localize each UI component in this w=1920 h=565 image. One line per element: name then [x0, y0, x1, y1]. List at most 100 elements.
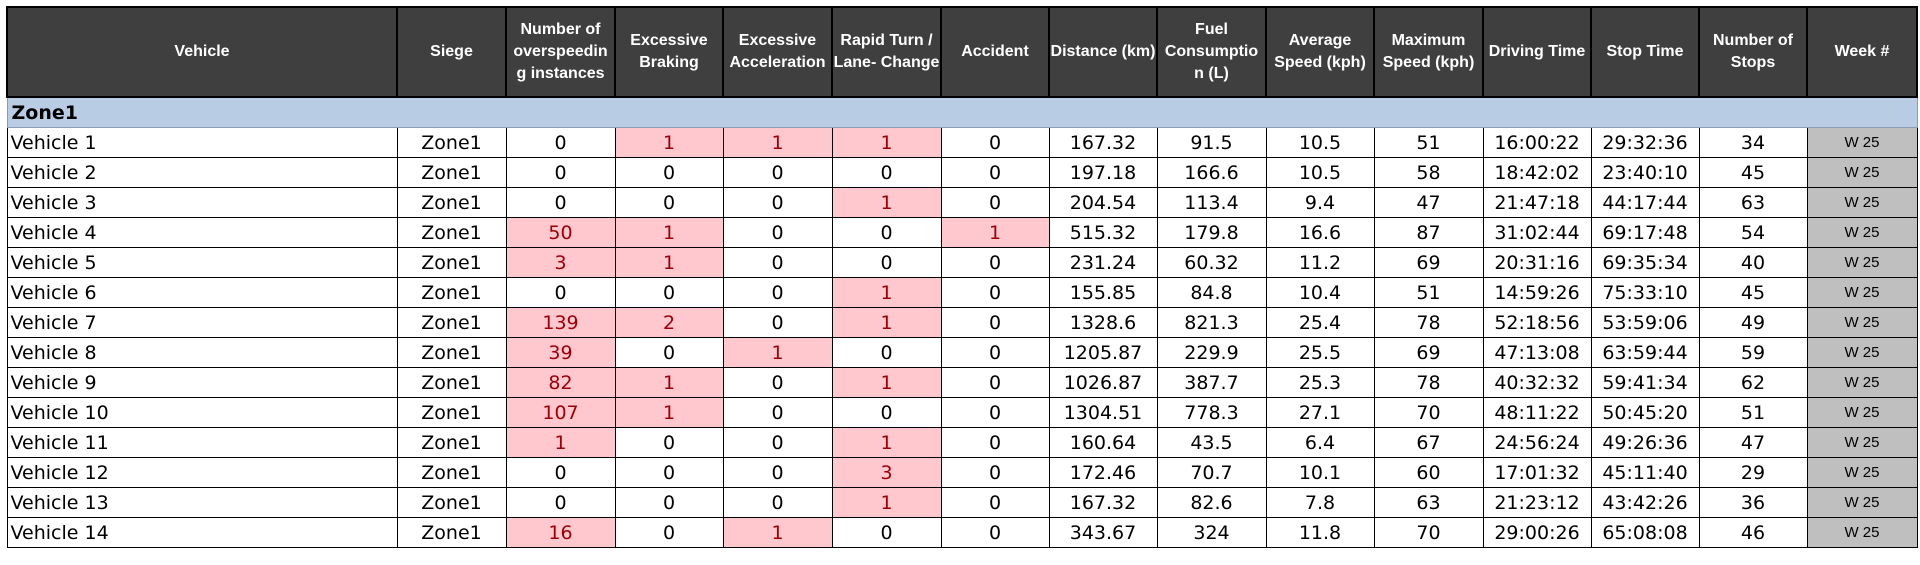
cell-stops[interactable]: 59 [1698, 337, 1808, 368]
cell-braking[interactable]: 0 [614, 427, 724, 458]
cell-overspeeding[interactable]: 0 [505, 487, 616, 518]
cell-avg-speed[interactable]: 25.5 [1265, 337, 1375, 368]
cell-braking[interactable]: 2 [614, 307, 724, 338]
cell-avg-speed[interactable]: 11.2 [1265, 247, 1375, 278]
cell-braking[interactable]: 1 [614, 247, 724, 278]
cell-rapid-turn[interactable]: 1 [831, 427, 942, 458]
cell-overspeeding[interactable]: 3 [505, 247, 616, 278]
cell-stops[interactable]: 54 [1698, 217, 1808, 248]
header-siege[interactable]: Siege [396, 6, 507, 98]
cell-avg-speed[interactable]: 25.3 [1265, 367, 1375, 398]
cell-fuel[interactable]: 229.9 [1156, 337, 1267, 368]
cell-accident[interactable]: 0 [940, 397, 1050, 428]
cell-overspeeding[interactable]: 107 [505, 397, 616, 428]
cell-stops[interactable]: 40 [1698, 247, 1808, 278]
cell-acceleration[interactable]: 0 [722, 217, 833, 248]
cell-acceleration[interactable]: 0 [722, 187, 833, 218]
cell-overspeeding[interactable]: 0 [505, 457, 616, 488]
cell-accident[interactable]: 0 [940, 247, 1050, 278]
cell-avg-speed[interactable]: 10.5 [1265, 157, 1375, 188]
cell-stop-time[interactable]: 44:17:44 [1590, 187, 1700, 218]
cell-stop-time[interactable]: 75:33:10 [1590, 277, 1700, 308]
cell-stops[interactable]: 62 [1698, 367, 1808, 398]
cell-distance[interactable]: 204.54 [1048, 187, 1158, 218]
cell-distance[interactable]: 1304.51 [1048, 397, 1158, 428]
zone-label[interactable]: Zone1 [6, 96, 1918, 128]
cell-fuel[interactable]: 84.8 [1156, 277, 1267, 308]
cell-driving-time[interactable]: 18:42:02 [1482, 157, 1592, 188]
header-distance[interactable]: Distance (km) [1048, 6, 1158, 98]
cell-stops[interactable]: 46 [1698, 517, 1808, 548]
cell-week[interactable]: W 25 [1806, 487, 1918, 518]
cell-fuel[interactable]: 324 [1156, 517, 1267, 548]
cell-acceleration[interactable]: 1 [722, 127, 833, 158]
cell-vehicle[interactable]: Vehicle 14 [6, 517, 398, 548]
cell-rapid-turn[interactable]: 0 [831, 157, 942, 188]
cell-accident[interactable]: 0 [940, 307, 1050, 338]
cell-stops[interactable]: 47 [1698, 427, 1808, 458]
cell-fuel[interactable]: 778.3 [1156, 397, 1267, 428]
cell-siege[interactable]: Zone1 [396, 337, 507, 368]
cell-week[interactable]: W 25 [1806, 337, 1918, 368]
cell-stops[interactable]: 63 [1698, 187, 1808, 218]
cell-vehicle[interactable]: Vehicle 11 [6, 427, 398, 458]
cell-avg-speed[interactable]: 6.4 [1265, 427, 1375, 458]
cell-stops[interactable]: 34 [1698, 127, 1808, 158]
cell-max-speed[interactable]: 51 [1373, 127, 1484, 158]
header-accident[interactable]: Accident [940, 6, 1050, 98]
cell-stop-time[interactable]: 69:17:48 [1590, 217, 1700, 248]
cell-overspeeding[interactable]: 0 [505, 127, 616, 158]
cell-max-speed[interactable]: 69 [1373, 337, 1484, 368]
header-max-speed[interactable]: Maximum Speed (kph) [1373, 6, 1484, 98]
cell-stop-time[interactable]: 45:11:40 [1590, 457, 1700, 488]
cell-vehicle[interactable]: Vehicle 9 [6, 367, 398, 398]
cell-week[interactable]: W 25 [1806, 127, 1918, 158]
cell-stops[interactable]: 49 [1698, 307, 1808, 338]
cell-max-speed[interactable]: 70 [1373, 397, 1484, 428]
cell-avg-speed[interactable]: 7.8 [1265, 487, 1375, 518]
cell-overspeeding[interactable]: 0 [505, 187, 616, 218]
cell-stop-time[interactable]: 65:08:08 [1590, 517, 1700, 548]
cell-week[interactable]: W 25 [1806, 457, 1918, 488]
cell-rapid-turn[interactable]: 3 [831, 457, 942, 488]
cell-fuel[interactable]: 60.32 [1156, 247, 1267, 278]
cell-distance[interactable]: 197.18 [1048, 157, 1158, 188]
cell-week[interactable]: W 25 [1806, 367, 1918, 398]
cell-siege[interactable]: Zone1 [396, 397, 507, 428]
cell-accident[interactable]: 0 [940, 277, 1050, 308]
cell-braking[interactable]: 0 [614, 277, 724, 308]
cell-acceleration[interactable]: 0 [722, 247, 833, 278]
cell-distance[interactable]: 1026.87 [1048, 367, 1158, 398]
cell-fuel[interactable]: 70.7 [1156, 457, 1267, 488]
cell-distance[interactable]: 167.32 [1048, 127, 1158, 158]
cell-accident[interactable]: 0 [940, 127, 1050, 158]
cell-max-speed[interactable]: 69 [1373, 247, 1484, 278]
cell-siege[interactable]: Zone1 [396, 277, 507, 308]
cell-max-speed[interactable]: 67 [1373, 427, 1484, 458]
header-overspeeding[interactable]: Number of overspeedin g instances [505, 6, 616, 98]
cell-driving-time[interactable]: 48:11:22 [1482, 397, 1592, 428]
cell-accident[interactable]: 0 [940, 487, 1050, 518]
cell-distance[interactable]: 231.24 [1048, 247, 1158, 278]
cell-avg-speed[interactable]: 10.1 [1265, 457, 1375, 488]
cell-distance[interactable]: 172.46 [1048, 457, 1158, 488]
cell-siege[interactable]: Zone1 [396, 247, 507, 278]
cell-vehicle[interactable]: Vehicle 13 [6, 487, 398, 518]
cell-vehicle[interactable]: Vehicle 8 [6, 337, 398, 368]
cell-braking[interactable]: 1 [614, 217, 724, 248]
cell-siege[interactable]: Zone1 [396, 187, 507, 218]
cell-accident[interactable]: 0 [940, 517, 1050, 548]
cell-overspeeding[interactable]: 16 [505, 517, 616, 548]
cell-stop-time[interactable]: 23:40:10 [1590, 157, 1700, 188]
cell-accident[interactable]: 0 [940, 427, 1050, 458]
cell-driving-time[interactable]: 40:32:32 [1482, 367, 1592, 398]
cell-max-speed[interactable]: 70 [1373, 517, 1484, 548]
cell-braking[interactable]: 0 [614, 337, 724, 368]
cell-stop-time[interactable]: 43:42:26 [1590, 487, 1700, 518]
cell-vehicle[interactable]: Vehicle 1 [6, 127, 398, 158]
cell-rapid-turn[interactable]: 1 [831, 277, 942, 308]
header-stops[interactable]: Number of Stops [1698, 6, 1808, 98]
cell-distance[interactable]: 1328.6 [1048, 307, 1158, 338]
cell-max-speed[interactable]: 78 [1373, 307, 1484, 338]
cell-week[interactable]: W 25 [1806, 307, 1918, 338]
